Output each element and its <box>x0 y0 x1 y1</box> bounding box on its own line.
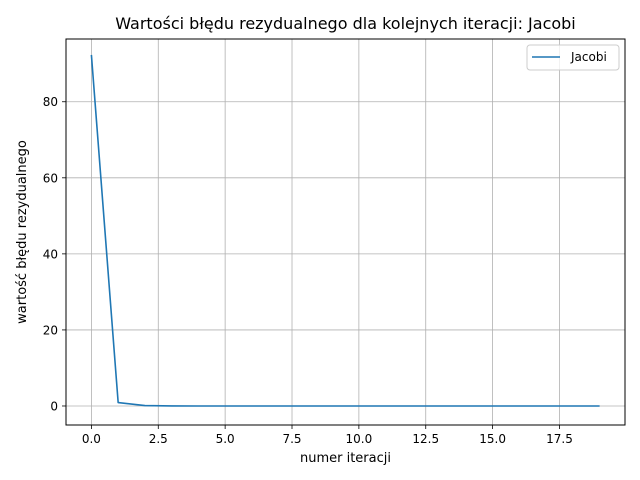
y-tick-label: 40 <box>43 247 58 261</box>
x-tick-label: 10.0 <box>346 432 373 446</box>
x-tick-label: 5.0 <box>216 432 235 446</box>
chart-title: Wartości błędu rezydualnego dla kolejnyc… <box>115 14 576 33</box>
legend-box <box>526 44 620 71</box>
legend: Jacobi <box>526 44 620 71</box>
x-tick-label: 12.5 <box>412 432 439 446</box>
series-line-jacobi <box>90 54 600 407</box>
x-tick-label: 0.0 <box>82 432 101 446</box>
series-layer <box>90 54 600 407</box>
legend-label: Jacobi <box>570 50 607 64</box>
x-axis-label: numer iteracji <box>300 451 391 466</box>
y-tick-label: 20 <box>43 323 58 337</box>
x-tick-label: 17.5 <box>546 432 573 446</box>
y-axis-label: wartość błędu rezydualnego <box>15 140 30 324</box>
x-tick-label: 7.5 <box>282 432 301 446</box>
x-tick-label: 2.5 <box>149 432 168 446</box>
y-tick-label: 60 <box>43 171 58 185</box>
y-tick-label: 80 <box>43 95 58 109</box>
ticks: 0.0 2.5 5.0 7.5 10.0 12.5 15.0 17.5 0 20 40 60 80 <box>43 95 573 446</box>
y-tick-label: 0 <box>50 399 58 413</box>
x-tick-label: 15.0 <box>479 432 506 446</box>
plot-frame <box>65 38 626 426</box>
grid <box>66 39 625 425</box>
